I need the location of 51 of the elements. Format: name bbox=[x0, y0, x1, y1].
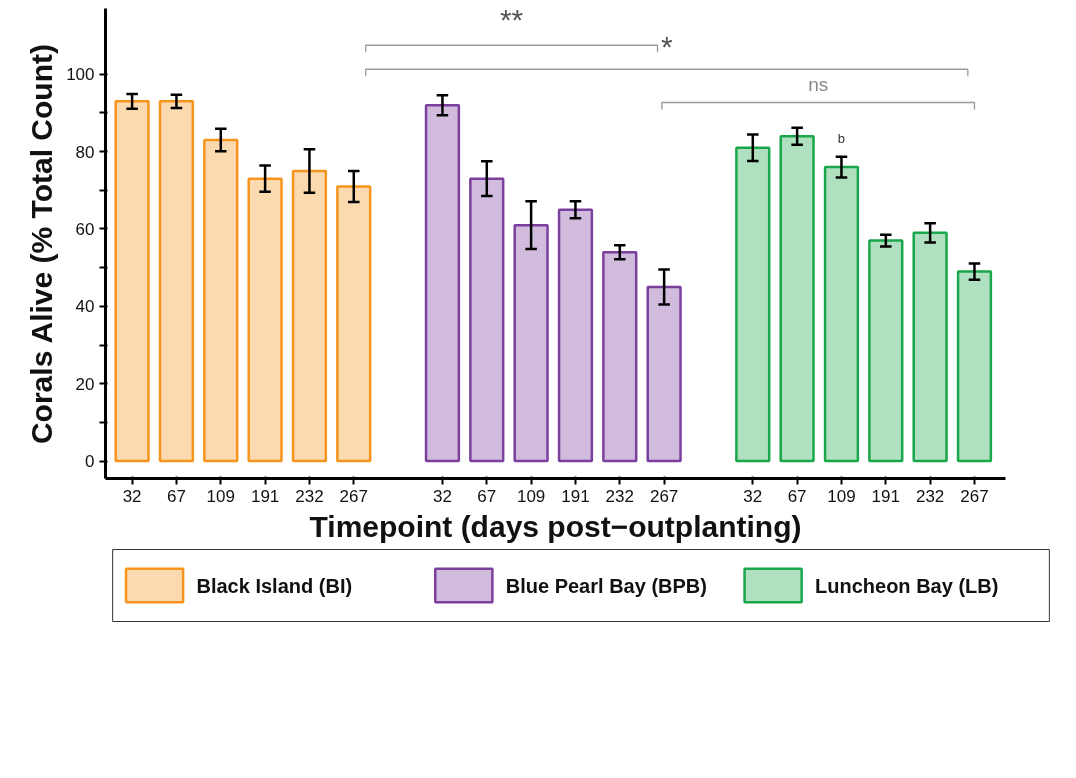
bar bbox=[291, 169, 328, 463]
x-tick-label: 191 bbox=[561, 486, 590, 506]
x-tick-label: 191 bbox=[871, 486, 900, 506]
x-tick-label: 232 bbox=[915, 486, 945, 506]
y-tick-label: 40 bbox=[75, 297, 95, 317]
x-axis-title: Timepoint (days post−outplanting) bbox=[309, 509, 802, 543]
bar bbox=[247, 177, 283, 463]
legend-label: Luncheon Bay (LB) bbox=[815, 574, 999, 597]
x-tick-label: 267 bbox=[649, 486, 679, 506]
x-tick-label: 32 bbox=[432, 486, 452, 506]
annotation: b bbox=[837, 130, 846, 146]
bar bbox=[956, 270, 993, 463]
x-tick-label: 109 bbox=[827, 486, 856, 506]
bar bbox=[868, 239, 904, 463]
x-tick-label: 67 bbox=[166, 486, 186, 506]
legend-label: Blue Pearl Bay (BPB) bbox=[505, 574, 707, 597]
bar bbox=[823, 165, 860, 463]
annotation: ns bbox=[808, 74, 829, 96]
bar bbox=[513, 223, 549, 463]
bar bbox=[424, 103, 461, 463]
x-tick-label: 67 bbox=[477, 486, 497, 506]
x-tick-label: 32 bbox=[743, 486, 763, 506]
bar bbox=[602, 250, 638, 463]
legend-label: Black Island (BI) bbox=[196, 574, 353, 597]
x-tick-label: 191 bbox=[250, 486, 280, 506]
x-tick-label: 109 bbox=[206, 486, 235, 506]
bar bbox=[646, 285, 682, 463]
bar bbox=[557, 208, 594, 463]
bar bbox=[912, 231, 948, 463]
bar bbox=[735, 146, 771, 463]
x-tick-label: 267 bbox=[339, 486, 368, 506]
annotation: * bbox=[660, 30, 673, 64]
annotation: ** bbox=[499, 2, 524, 36]
x-tick-label: 232 bbox=[605, 486, 634, 506]
y-tick-label: 20 bbox=[75, 374, 95, 394]
y-tick-label: 80 bbox=[75, 142, 95, 162]
y-tick-label: 0 bbox=[85, 452, 95, 472]
x-tick-label: 232 bbox=[295, 486, 324, 506]
y-axis-title: Corals Alive (% Total Count) bbox=[25, 44, 59, 445]
x-tick-label: 267 bbox=[960, 486, 989, 506]
bar bbox=[158, 100, 195, 463]
bar bbox=[336, 185, 372, 463]
x-tick-label: 32 bbox=[122, 486, 142, 506]
y-tick-label: 100 bbox=[66, 65, 95, 85]
y-tick-label: 60 bbox=[75, 219, 95, 239]
x-tick-label: 67 bbox=[787, 486, 807, 506]
bar bbox=[114, 100, 150, 463]
x-tick-label: 109 bbox=[516, 486, 546, 506]
bar bbox=[469, 177, 505, 463]
bar bbox=[203, 138, 239, 463]
bar bbox=[779, 134, 815, 463]
